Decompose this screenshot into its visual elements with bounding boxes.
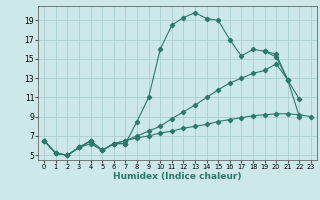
X-axis label: Humidex (Indice chaleur): Humidex (Indice chaleur): [113, 172, 242, 181]
